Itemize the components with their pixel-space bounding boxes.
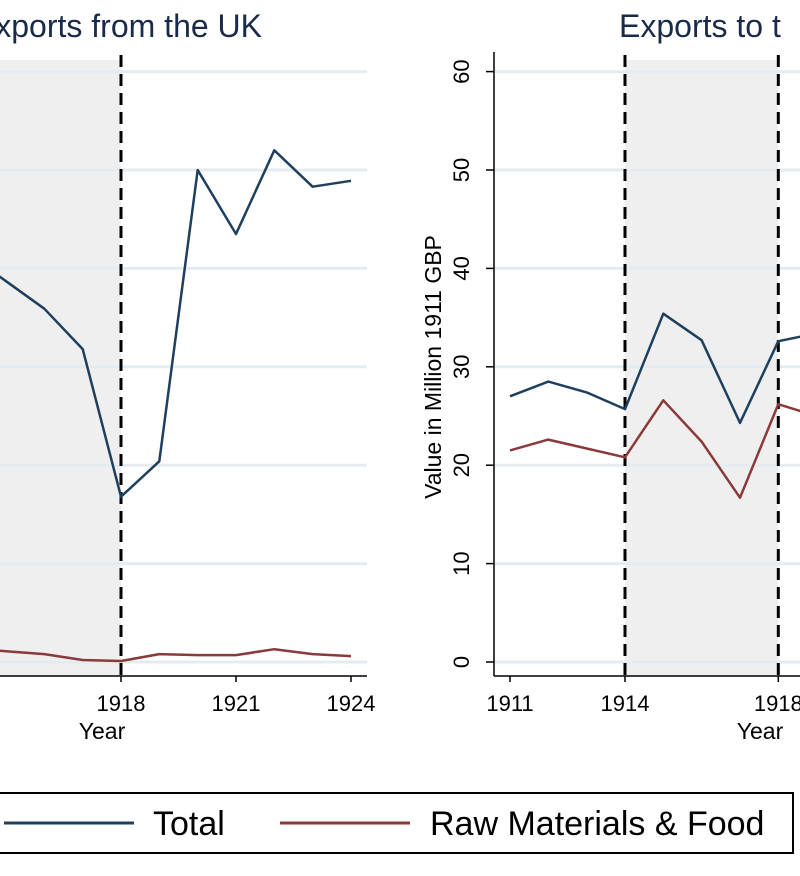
x-axis-label: Year [737,718,784,744]
series-line-raw-materials-food [509,399,800,499]
panel-exports-to: 0 10 20 30 40 50 60 1911 1914 1918 Exports to t Y… [420,8,800,744]
y-tick-label: 60 [449,59,474,83]
series-line-raw-materials-food [0,647,352,663]
x-tick-label: 1918 [754,691,800,716]
plot-area: 1918 1921 1924 [0,55,375,716]
legend: Total Raw Materials & Food [0,792,794,854]
x-tick-label: 1911 [486,691,533,716]
x-tick-label: 1914 [601,691,650,716]
legend-label-total: Total [153,805,225,843]
x-tick-label: 1918 [97,691,146,716]
panel-exports-from-uk: 1918 1921 1924 Exports from the UK Year [0,8,375,744]
y-tick-label: 20 [449,453,474,477]
plot-area: 0 10 20 30 40 50 60 1911 1914 1918 [449,52,800,716]
x-tick-label: 1924 [327,691,376,716]
series-line-total [509,312,800,425]
x-tick-label: 1921 [212,691,261,716]
series-line-total [0,149,352,498]
panel-title: Exports from the UK [0,8,262,44]
y-tick-label: 40 [449,256,474,280]
panel-title: Exports to t [619,8,781,44]
y-tick-label: 0 [449,656,474,668]
y-axis-label: Value in Million 1911 GBP [420,235,446,499]
legend-label-raw-materials: Raw Materials & Food [430,805,764,843]
y-tick-label: 50 [449,158,474,182]
y-tick-label: 30 [449,355,474,379]
y-tick-label: 10 [449,551,474,575]
x-axis-label: Year [79,718,126,744]
